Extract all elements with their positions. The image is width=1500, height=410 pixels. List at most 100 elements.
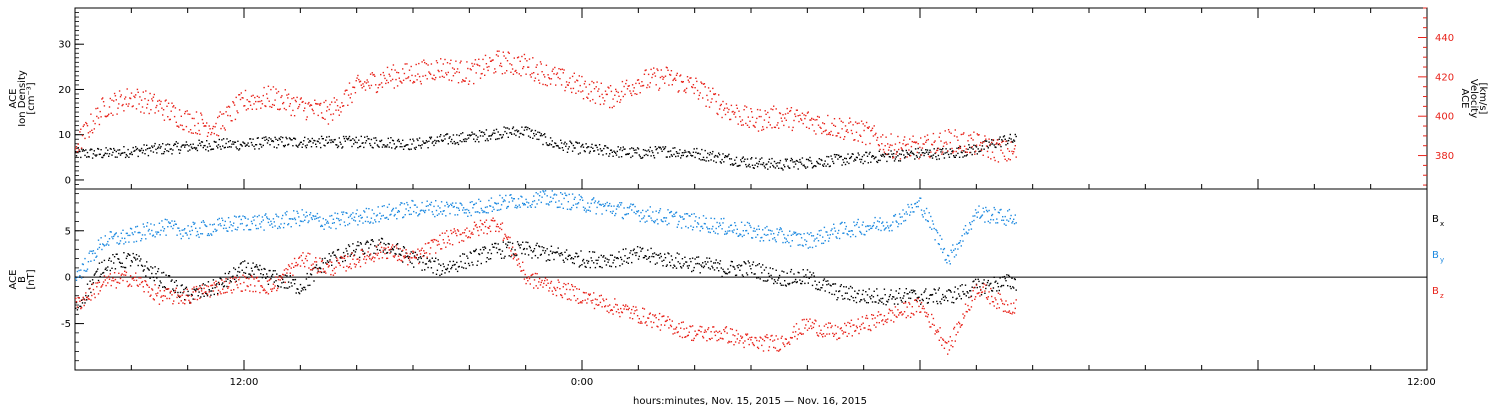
data-point [625,153,627,156]
data-point [863,233,865,236]
data-point [406,256,408,258]
data-point [157,231,159,233]
data-point [173,105,175,107]
data-point [470,252,472,254]
data-point [428,242,430,244]
data-point [467,262,470,265]
data-point [651,255,653,258]
data-point [741,157,744,159]
data-point [884,145,886,147]
data-point [410,257,412,259]
data-point [218,283,220,286]
data-point [763,233,766,236]
data-point [343,137,346,140]
y-tick-label: 30 [58,40,71,51]
data-point [520,75,522,77]
data-point [193,117,195,120]
data-point [225,280,227,282]
data-point [884,153,886,155]
data-point [334,272,336,274]
data-point [196,133,199,135]
data-point [522,133,524,136]
data-point [359,265,362,268]
data-point [762,280,765,282]
data-point [754,273,756,275]
data-point [84,299,86,301]
data-point [272,86,275,88]
data-point [151,272,153,275]
data-point [981,282,984,285]
data-point [456,270,459,273]
data-point [183,288,185,291]
data-point [731,111,733,113]
data-point [458,134,460,137]
data-point [262,289,264,292]
data-point [945,141,947,143]
data-point [129,97,131,99]
data-point [807,247,809,249]
data-point [389,75,391,77]
data-point [492,246,494,248]
data-point [1004,158,1006,160]
data-point [708,154,711,156]
data-point [93,128,95,130]
data-point [925,219,927,221]
data-point [690,260,692,263]
data-point [204,125,206,127]
data-point [219,291,221,293]
data-point [732,231,734,234]
data-point [521,55,523,58]
data-point [751,263,754,266]
data-point [804,239,806,241]
data-point [287,223,290,225]
data-point [853,300,855,302]
data-point [557,76,559,79]
data-point [801,112,804,114]
data-point [201,118,204,121]
data-point [579,152,581,154]
data-point [471,131,473,133]
data-point [587,209,590,211]
data-point [130,260,133,262]
data-point [750,108,752,110]
data-point [135,272,137,274]
data-point [188,294,190,296]
data-point [800,161,802,163]
data-point [427,266,429,269]
data-point [267,139,270,142]
data-point [222,292,225,294]
data-point [793,166,795,168]
data-point [546,248,548,250]
data-point [369,221,372,223]
data-point [394,252,396,255]
data-point [604,203,607,205]
data-point [795,159,798,162]
data-point [451,67,454,69]
data-point [405,144,407,146]
data-point [129,275,132,277]
data-point [291,139,293,141]
data-point [496,209,499,211]
data-point [576,203,579,205]
data-point [167,221,170,223]
data-point [412,200,414,202]
data-point [163,151,166,153]
data-point [410,148,412,150]
data-point [642,149,645,151]
data-point [555,142,557,145]
data-point [608,204,610,207]
data-point [306,272,308,275]
data-point [118,90,121,92]
data-point [143,291,145,293]
data-point [312,109,314,112]
data-point [950,291,952,293]
data-point [446,268,448,271]
data-point [120,152,122,155]
data-point [898,160,900,162]
data-point [119,262,122,264]
data-point [923,154,925,157]
data-point [94,154,96,156]
data-point [797,271,799,274]
data-point [871,301,874,303]
data-point [920,209,923,211]
